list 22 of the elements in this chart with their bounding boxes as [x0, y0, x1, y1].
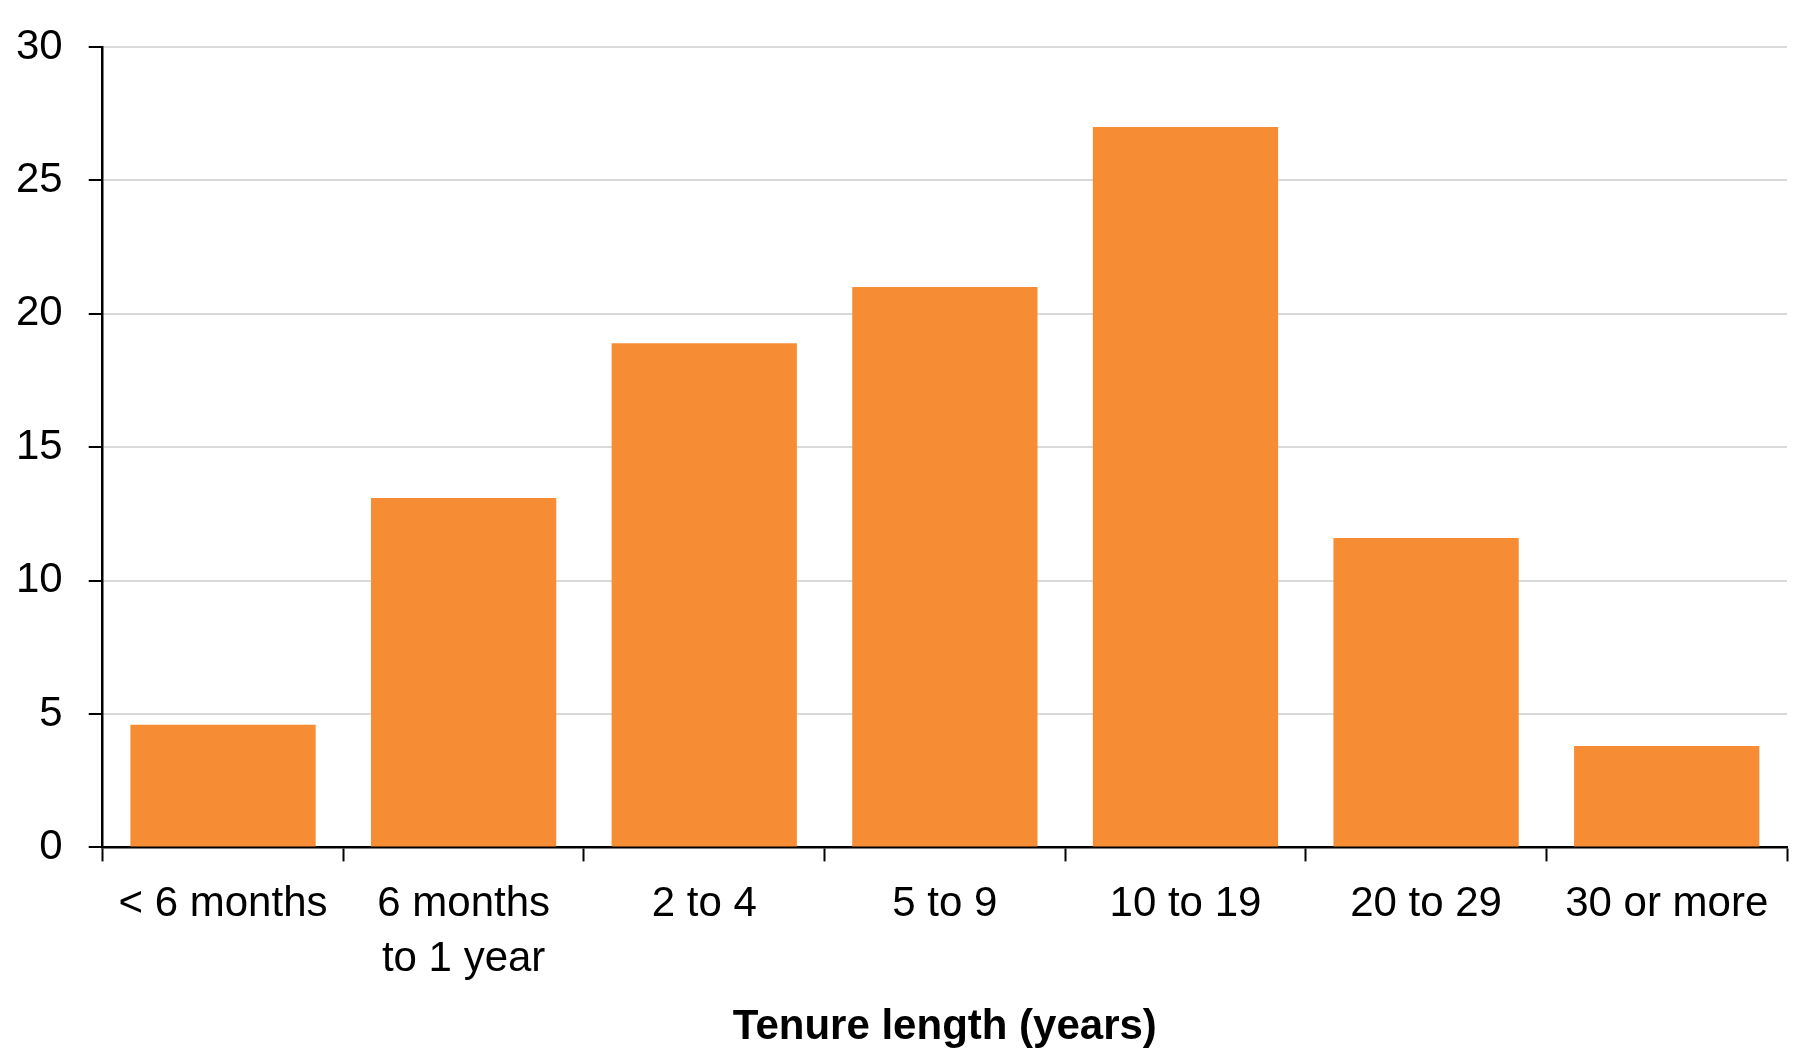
y-tick-label: 0 — [39, 820, 63, 868]
y-tick-label: 15 — [16, 420, 63, 468]
bar — [611, 343, 797, 847]
x-tick-label: 5 to 9 — [892, 878, 998, 926]
y-tick-label: 25 — [16, 153, 63, 201]
x-tick-label: 20 to 29 — [1350, 878, 1502, 926]
bar — [1333, 537, 1519, 847]
x-tick-label: 10 to 19 — [1109, 878, 1262, 926]
y-tick-label: 10 — [16, 554, 63, 602]
x-tick-label: 30 or more — [1565, 878, 1769, 926]
bar — [371, 497, 557, 847]
bar — [1092, 127, 1279, 847]
x-axis-title: Tenure length (years) — [732, 1001, 1157, 1049]
bar — [1574, 746, 1760, 847]
bar — [852, 287, 1038, 847]
x-tick-label: 2 to 4 — [651, 878, 757, 926]
x-tick-label: < 6 months — [118, 878, 328, 926]
bar — [130, 724, 316, 847]
y-tick-label: 30 — [16, 20, 63, 68]
y-tick-label: 20 — [16, 287, 63, 335]
y-tick-label: 5 — [39, 687, 63, 735]
x-tick-label: 6 months to 1 year — [377, 878, 551, 980]
